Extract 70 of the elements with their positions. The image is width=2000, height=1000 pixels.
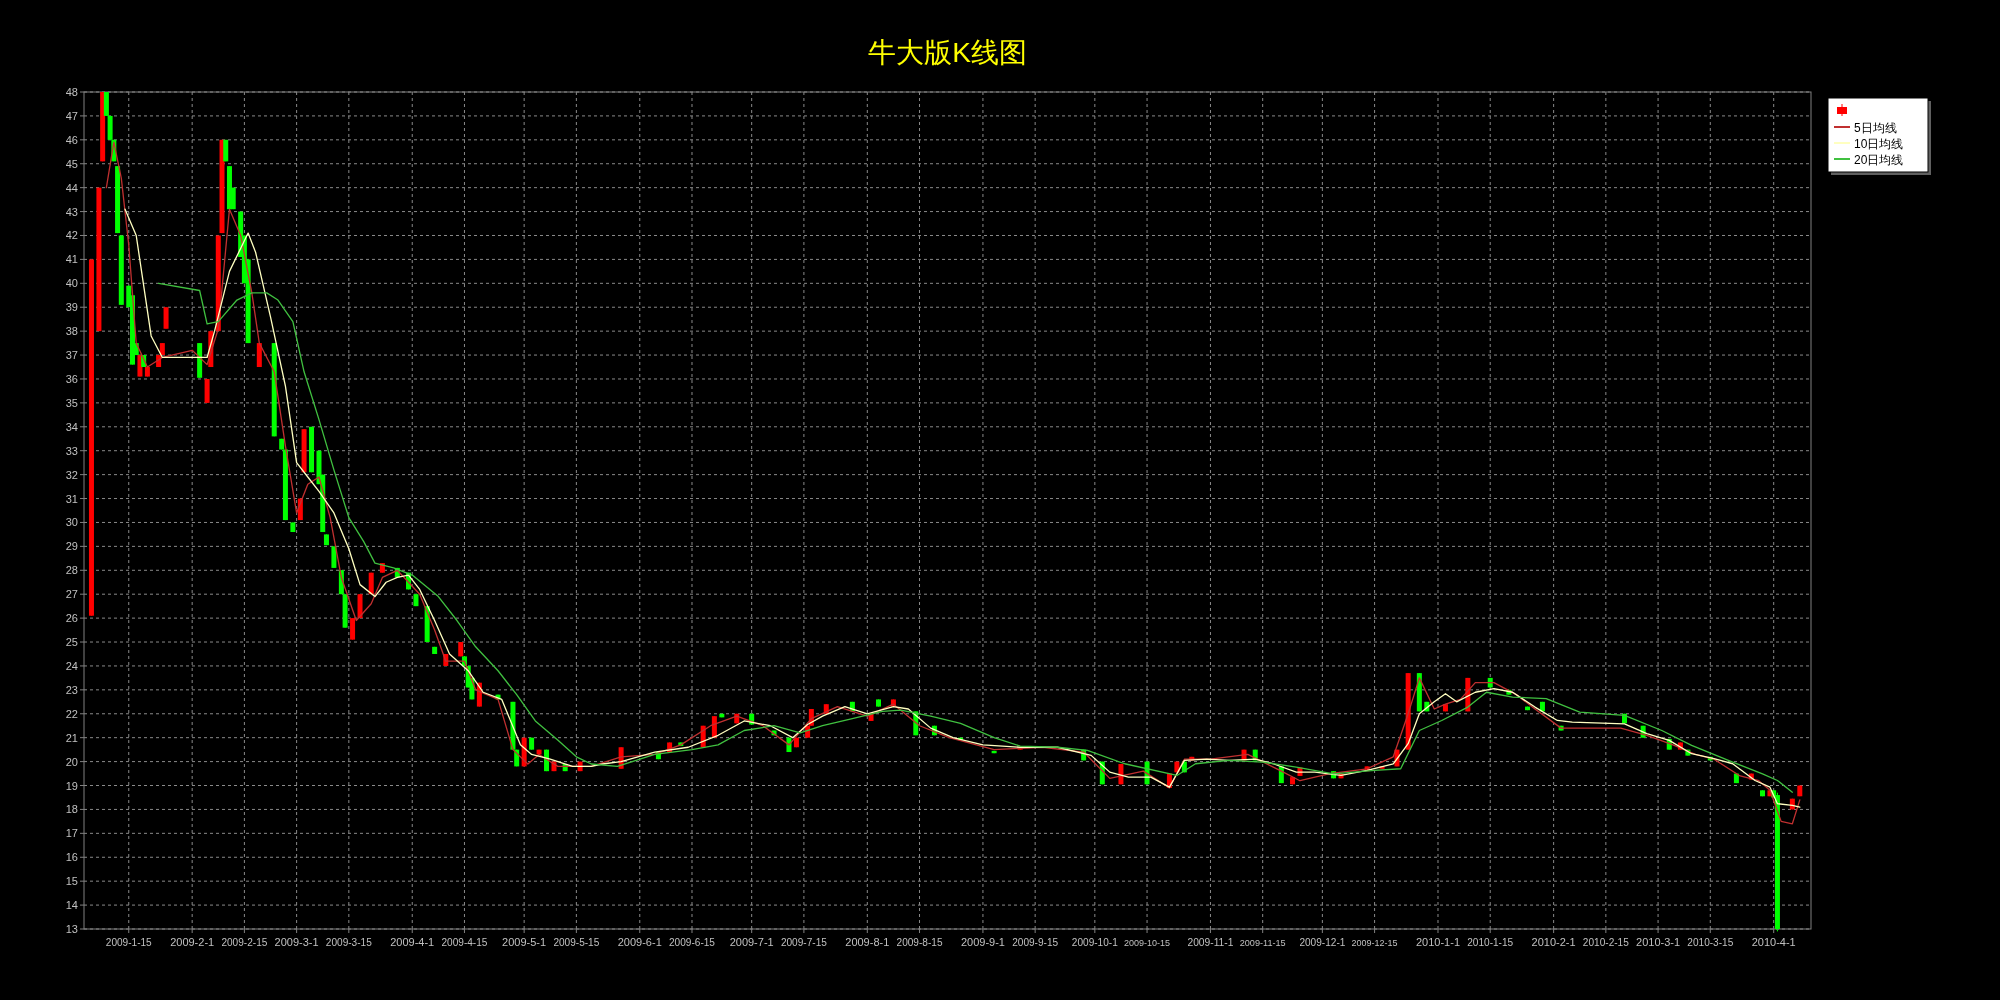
x-tick-label: 2009-11-15 <box>1239 938 1286 948</box>
x-tick-label: 2010-4-1 <box>1751 936 1796 948</box>
legend-label: 20日均线 <box>1854 153 1904 167</box>
y-tick-label: 16 <box>65 851 78 864</box>
y-tick-label: 43 <box>65 205 78 218</box>
y-tick-label: 33 <box>65 444 78 457</box>
y-tick-label: 15 <box>65 875 78 888</box>
x-tick-label: 2009-5-1 <box>502 936 547 948</box>
x-tick-label: 2010-3-1 <box>1636 936 1681 948</box>
y-tick-label: 31 <box>65 492 78 505</box>
y-tick-label: 20 <box>65 755 78 768</box>
y-tick-label: 19 <box>65 779 78 792</box>
x-tick-label: 2009-7-15 <box>780 937 828 948</box>
y-tick-label: 29 <box>65 540 78 553</box>
x-tick-label: 2009-4-1 <box>390 936 435 948</box>
x-tick-label: 2009-2-1 <box>170 936 215 948</box>
chart-title: 牛大版K线图 <box>868 37 1027 68</box>
x-tick-label: 2010-3-15 <box>1687 937 1734 948</box>
x-tick-label: 2010-2-15 <box>1582 937 1630 948</box>
y-tick-label: 17 <box>65 827 78 840</box>
y-tick-label: 27 <box>65 588 78 601</box>
y-tick-label: 34 <box>65 420 78 433</box>
x-tick-label: 2009-12-15 <box>1351 938 1398 948</box>
x-tick-label: 2009-10-15 <box>1124 938 1171 948</box>
y-tick-label: 32 <box>65 468 78 481</box>
y-tick-label: 44 <box>65 181 78 194</box>
y-tick-label: 48 <box>65 86 78 98</box>
y-tick-label: 41 <box>65 253 78 266</box>
x-tick-label: 2009-7-1 <box>729 936 774 948</box>
y-tick-label: 24 <box>65 659 78 672</box>
y-tick-label: 38 <box>65 325 78 338</box>
x-tick-label: 2009-9-1 <box>960 936 1005 948</box>
y-tick-label: 22 <box>65 707 78 720</box>
y-tick-label: 36 <box>65 372 78 385</box>
y-tick-label: 18 <box>65 803 78 816</box>
x-tick-label: 2009-11-1 <box>1187 937 1234 948</box>
y-tick-label: 23 <box>65 683 78 696</box>
y-tick-label: 35 <box>65 396 78 409</box>
y-tick-label: 37 <box>65 349 78 362</box>
y-tick-label: 28 <box>65 564 78 577</box>
x-tick-label: 2009-5-15 <box>553 937 600 948</box>
x-tick-label: 2009-10-1 <box>1071 937 1119 948</box>
x-tick-label: 2009-8-1 <box>845 936 890 948</box>
y-tick-label: 13 <box>65 923 78 935</box>
x-tick-label: 2009-8-15 <box>896 937 943 948</box>
y-tick-label: 47 <box>65 109 78 122</box>
x-tick-label: 2010-1-15 <box>1467 937 1514 948</box>
x-tick-label: 2009-3-15 <box>325 937 373 948</box>
y-tick-label: 26 <box>65 612 78 625</box>
x-tick-label: 2009-6-15 <box>669 937 716 948</box>
legend-label: 5日均线 <box>1854 121 1897 135</box>
x-tick-label: 2009-4-15 <box>441 937 488 948</box>
y-tick-label: 25 <box>65 636 78 649</box>
x-tick-label: 2009-6-1 <box>617 936 662 948</box>
x-tick-label: 2010-1-1 <box>1415 936 1461 948</box>
x-tick-label: 2009-9-15 <box>1012 937 1059 948</box>
x-tick-label: 2009-2-15 <box>221 937 268 948</box>
x-tick-label: 2010-2-1 <box>1531 936 1576 948</box>
y-tick-label: 39 <box>65 301 78 314</box>
y-tick-label: 14 <box>65 899 78 912</box>
y-tick-label: 40 <box>65 277 78 290</box>
x-tick-label: 2009-12-1 <box>1299 937 1346 948</box>
y-tick-label: 42 <box>65 229 78 242</box>
x-tick-label: 2009-3-1 <box>274 936 319 948</box>
y-tick-label: 30 <box>65 516 78 529</box>
y-tick-label: 21 <box>65 731 78 744</box>
y-tick-label: 46 <box>65 133 78 146</box>
y-tick-label: 45 <box>65 157 78 170</box>
x-tick-label: 2009-1-15 <box>105 937 153 948</box>
legend-label: 10日均线 <box>1854 137 1904 151</box>
